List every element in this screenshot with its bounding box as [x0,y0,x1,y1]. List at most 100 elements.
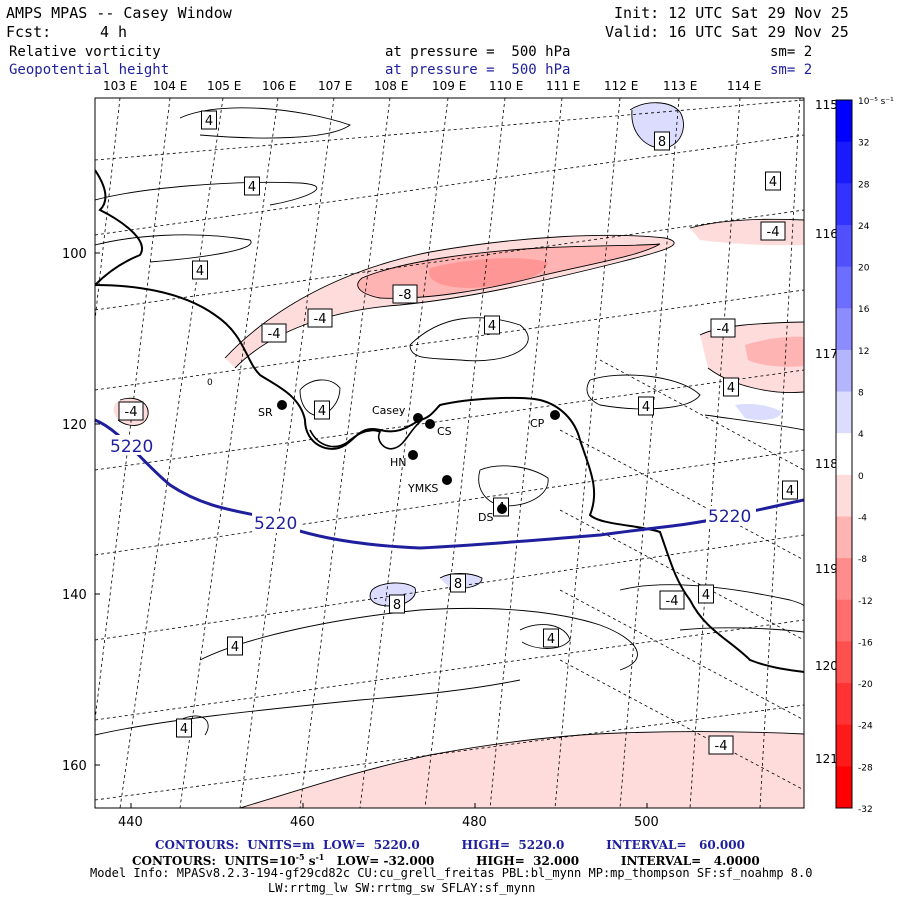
coastline-detail [309,421,421,450]
y-ticks [95,252,100,766]
vort-label: -4 [717,322,730,337]
lon-label: 113 E [663,79,697,93]
vort-label: -4 [314,312,327,327]
station-label: SR [258,406,273,419]
colorbar-label: -20 [858,680,873,690]
lon-label: 112 E [604,79,638,93]
lon-label: 105 E [207,79,241,93]
colorbar-label: -4 [858,513,867,523]
height-label: 5220 [254,514,297,534]
model-title: AMPS MPAS -- Casey Window [6,4,232,22]
model-info-physics: LW:rrtmg_lw SW:rrtmg_sw SFLAY:sf_mynn [268,881,536,895]
vort-label: -8 [399,288,412,303]
vort-label: -4 [715,739,728,754]
colorbar-swatch [836,266,852,309]
lon-label: 111 E [546,79,580,93]
lon-label: 114 E [727,79,761,93]
vort-label-box [450,573,466,593]
lon-label: 107 E [318,79,352,93]
vorticity-fill [113,102,804,808]
lon-label: 104 E [153,79,187,93]
vort-label-box [710,318,736,338]
colorbar-label: 32 [858,139,869,149]
vort-label-box [659,590,685,610]
station-label: YMKS [407,482,438,495]
colorbar-swatch [836,766,852,809]
forecast-label: Fcst: [6,23,52,41]
vort-label: 8 [454,577,462,592]
vort-label: 4 [318,404,326,419]
model-info: Model Info: MPASv8.2.3-194-gf29cd82c CU:… [90,866,813,880]
vort-label-box [176,718,192,738]
top-longitude-labels: 103 E 104 E 105 E 106 E 107 E 108 E 109 … [103,79,761,93]
vort-label-box [765,171,781,191]
x-tick-label: 480 [462,815,487,830]
colorbar-swatch [836,474,852,517]
colorbar-swatch [836,558,852,601]
station-dot [425,419,435,429]
colorbar-swatch [836,349,852,393]
x-axis-labels: 440 460 480 500 [118,815,659,830]
colorbar-label: 8 [858,389,864,399]
vort-label: 4 [642,400,650,415]
height-contours-info: CONTOURS: UNITS=m LOW= 5220.0 HIGH= 5220… [155,838,745,852]
colorbar-swatch [836,100,852,143]
station-dot [497,504,507,514]
colorbar-label: -24 [858,722,873,732]
coastline [95,169,804,673]
x-tick-label: 500 [634,815,659,830]
vort-label: -4 [268,327,281,342]
vort-label-box [782,480,798,500]
station-label: CS [437,425,452,438]
vort-label-box [227,636,243,656]
vort-label: 4 [180,722,188,737]
vort-label-box [638,396,654,416]
vort-label-box [307,308,333,328]
station-dot [408,450,418,460]
colorbar-swatch [836,391,852,434]
station-label: HN [390,456,407,469]
vort-label-box [484,315,500,335]
vort-label-box [314,400,330,420]
colorbar-label: 4 [858,430,864,440]
colorbar-label: 24 [858,222,870,232]
vort-label-box [261,323,287,343]
vort-label: 4 [702,588,710,603]
vort-label-box [192,260,208,280]
colorbar: 32 28 24 20 16 12 8 4 0 -4 -8 -12 -16 -20 -24 -28 -32 [835,99,873,815]
y-axis-labels: 100 120 140 160 [62,247,87,774]
colorbar-label: 16 [858,305,870,315]
vort-label: 8 [393,598,401,613]
colorbar-label: 0 [858,472,864,482]
lon-label: 110 E [489,79,523,93]
field1-level: at pressure = 500 hPa [385,44,571,60]
vort-label: 4 [769,175,777,190]
vort-label-box [244,176,260,196]
vort-label: -4 [666,594,679,609]
vort-label-box [698,584,714,604]
vort-label-box [723,377,739,397]
vorticity-labels: 44444444444444888-4-4-4-4-4-4-4-80 [118,110,798,755]
vorticity-contours-info: CONTOURS: UNITS=10-5 s-1 LOW= -32.000 HI… [132,852,760,868]
vort-label-box [389,594,405,614]
colorbar-unit: 10⁻⁵ s⁻¹ [858,97,894,107]
vort-label-box [118,401,144,421]
colorbar-label: -16 [858,638,873,648]
station-label: DS [478,511,493,524]
colorbar-label: -12 [858,597,873,607]
colorbar-swatch [836,516,852,559]
station-label: CP [530,417,545,430]
vort-label: 8 [658,135,666,150]
field2-name: Geopotential height [9,62,170,78]
vort-label: 4 [727,381,735,396]
x-tick-label: 460 [290,815,315,830]
height-labels: 5220 5220 5220 [108,435,756,534]
x-ticks [130,803,648,808]
vort-label-box [654,131,670,151]
colorbar-swatch [836,141,852,184]
vort-label: -4 [125,405,138,420]
colorbar-label: 28 [858,180,870,190]
vort-label: 4 [786,484,794,499]
station-dot [442,475,452,485]
field1-smoothing: sm= 2 [770,44,813,60]
